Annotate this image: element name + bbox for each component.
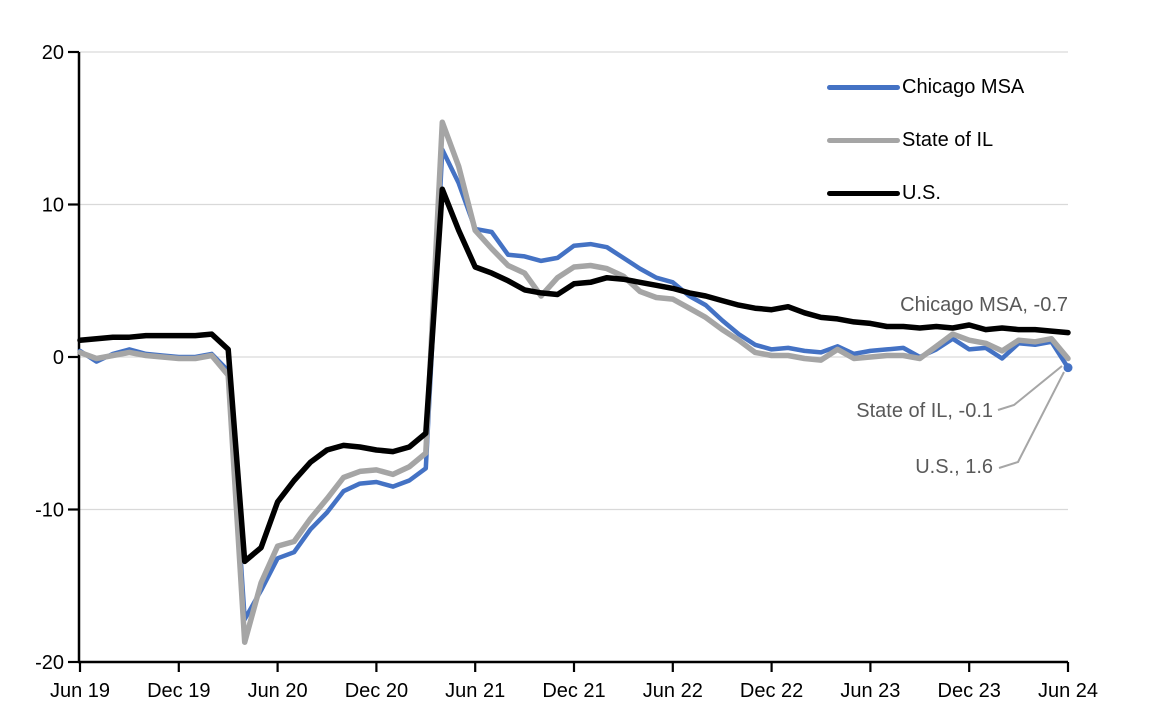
x-tick-label: Dec 23 xyxy=(938,680,1001,702)
series-lines xyxy=(77,119,1073,645)
legend-item-chicago-msa: Chicago MSA xyxy=(827,61,1024,114)
legend-swatch-us xyxy=(827,190,900,197)
x-tick-label: Jun 21 xyxy=(445,680,505,702)
legend-swatch-chicago-msa xyxy=(827,85,900,90)
y-axis-tick-labels: 20 10 0 -10 -20 xyxy=(35,42,64,674)
x-axis-tick-labels: Jun 19 Dec 19 Jun 20 Dec 20 Jun 21 Dec 21 Jun … xyxy=(50,680,1098,702)
y-tick-label: 10 xyxy=(42,195,64,217)
legend-item-state-of-il: State of IL xyxy=(827,114,1024,167)
legend: Chicago MSA State of IL U.S. xyxy=(827,61,1024,220)
annotation-state-of-il: State of IL, -0.1 xyxy=(856,400,993,422)
x-tick-label: Jun 23 xyxy=(840,680,900,702)
annotation-us: Chicago MSA, -0.7 xyxy=(900,294,1068,316)
series-line-state-of-il xyxy=(77,119,1071,645)
legend-label-chicago-msa: Chicago MSA xyxy=(902,76,1025,98)
axes xyxy=(68,50,1070,672)
legend-swatch-state-of-il xyxy=(827,137,900,144)
x-tick-label: Dec 21 xyxy=(542,680,605,702)
y-tick-label: 20 xyxy=(42,42,64,64)
y-tick-label: 0 xyxy=(53,347,64,369)
end-point-annotations: Chicago MSA, -0.7 State of IL, -0.1 U.S.… xyxy=(856,294,1068,478)
series-line-u-s- xyxy=(77,186,1071,565)
x-tick-label: Dec 22 xyxy=(740,680,803,702)
x-tick-label: Jun 24 xyxy=(1038,680,1098,702)
annotation-leader-lines xyxy=(997,365,1065,469)
x-tick-label: Jun 20 xyxy=(248,680,308,702)
y-tick-label: -10 xyxy=(35,500,64,522)
x-tick-label: Jun 22 xyxy=(643,680,703,702)
legend-label-state-of-il: State of IL xyxy=(902,129,994,151)
legend-label-us: U.S. xyxy=(902,182,941,204)
legend-item-us: U.S. xyxy=(827,167,1024,220)
x-tick-label: Dec 20 xyxy=(345,680,408,702)
leader-line-state-of-il xyxy=(997,365,1063,411)
y-tick-label: -20 xyxy=(35,652,64,674)
chicago-msa-end-dot xyxy=(1063,363,1073,373)
x-tick-label: Jun 19 xyxy=(50,680,110,702)
x-tick-label: Dec 19 xyxy=(147,680,210,702)
annotation-chicago-msa: U.S., 1.6 xyxy=(915,456,993,478)
leader-line-chicago-msa xyxy=(998,371,1065,469)
gridlines xyxy=(79,51,1068,511)
